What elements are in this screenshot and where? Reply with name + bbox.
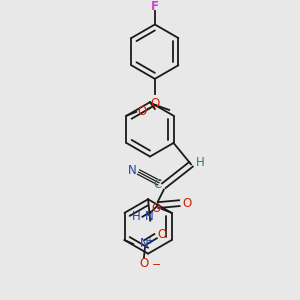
Text: +: + <box>145 236 153 246</box>
Text: O: O <box>182 197 192 210</box>
Text: O: O <box>158 228 167 241</box>
Text: O: O <box>150 97 160 110</box>
Text: C: C <box>154 178 162 191</box>
Text: O: O <box>137 105 147 119</box>
Text: O: O <box>152 202 161 215</box>
Text: H: H <box>196 156 205 169</box>
Text: −: − <box>152 260 161 270</box>
Text: H: H <box>132 210 140 223</box>
Text: N: N <box>144 210 153 223</box>
Text: F: F <box>151 1 159 13</box>
Text: O: O <box>139 257 148 270</box>
Text: N: N <box>128 164 136 177</box>
Text: N: N <box>140 238 149 250</box>
